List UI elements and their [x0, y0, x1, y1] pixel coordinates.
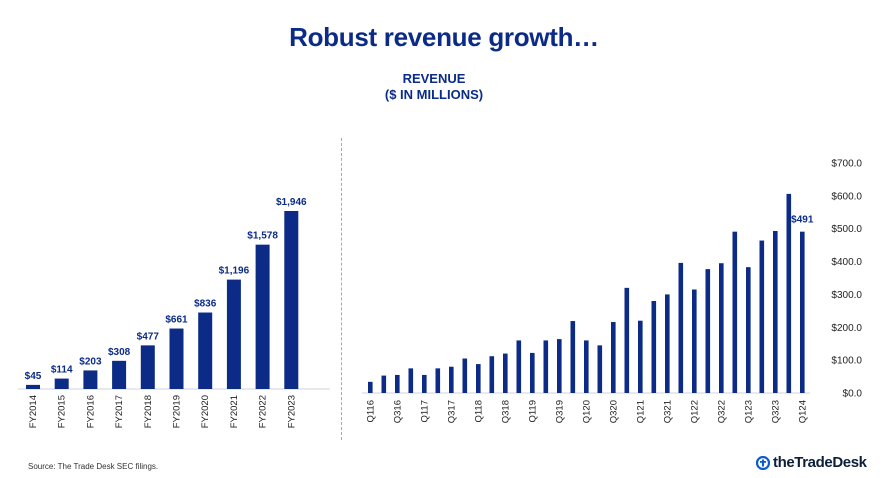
quarterly-tick-label: Q122: [689, 400, 700, 423]
quarterly-tick-label: Q318: [500, 400, 511, 423]
quarterly-bar-q418: [516, 340, 522, 393]
page-title: Robust revenue growth…: [289, 22, 599, 52]
quarterly-bar-q124: [800, 231, 805, 393]
quarterly-tick-label: Q118: [473, 400, 484, 423]
quarterly-tick-label: Q119: [527, 400, 538, 423]
annual-value-label: $477: [137, 331, 160, 342]
annual-tick-label: FY2016: [85, 395, 96, 428]
annual-value-label: $114: [51, 365, 73, 376]
annual-bar-fy2023: [284, 211, 299, 389]
annual-value-label: $836: [194, 299, 217, 310]
quarterly-ytick-label: $200.0: [831, 323, 862, 334]
quarterly-bar-q116: [368, 381, 373, 393]
quarterly-ytick-label: $300.0: [831, 290, 862, 301]
quarterly-ytick-label: $100.0: [831, 356, 862, 367]
quarterly-bar-q117: [422, 374, 427, 393]
annual-value-label: $308: [108, 347, 131, 358]
quarterly-bar-q222: [705, 269, 711, 393]
quarterly-ytick-label: $700.0: [831, 159, 862, 170]
annual-bar-fy2015: [54, 378, 69, 389]
quarterly-tick-label: Q321: [662, 400, 673, 423]
annual-tick-label: FY2019: [172, 395, 183, 428]
annual-tick-label: FY2015: [57, 395, 68, 428]
quarterly-bar-q316: [395, 374, 400, 393]
subtitle-line-2: ($ IN MILLIONS): [384, 87, 484, 102]
quarterly-bar-q321: [665, 294, 670, 393]
quarterly-ytick-label: $0.0: [843, 389, 863, 400]
annual-value-label: $1,578: [247, 231, 278, 242]
annual-value-label: $1,196: [219, 266, 250, 277]
annual-value-label: $45: [25, 371, 42, 382]
subtitle-line-1: REVENUE: [402, 71, 466, 86]
quarterly-bar-q120: [584, 340, 589, 393]
annual-bar-fy2022: [255, 244, 270, 389]
quarterly-bar-q219: [543, 340, 549, 393]
annual-tick-label: FY2017: [114, 395, 125, 428]
quarterly-bar-q220: [597, 345, 603, 393]
annual-tick-label: FY2021: [229, 395, 240, 428]
quarterly-tick-label: Q320: [608, 400, 619, 423]
quarterly-bar-q420: [624, 287, 630, 393]
source-note: Source: The Trade Desk SEC filings.: [28, 462, 159, 471]
quarterly-bar-q421: [678, 262, 684, 393]
quarterly-tick-label: Q123: [743, 400, 754, 423]
quarterly-bar-q319: [557, 339, 562, 393]
quarterly-bar-q123: [746, 267, 751, 393]
quarterly-bar-q118: [476, 364, 481, 393]
annual-bar-fy2017: [112, 360, 127, 389]
annual-bar-fy2020: [198, 312, 213, 389]
quarterly-bar-q416: [408, 368, 414, 393]
quarterly-bar-q122: [692, 289, 697, 393]
quarterly-last-value-label: $491: [791, 215, 814, 226]
quarterly-bar-q119: [530, 352, 535, 393]
quarterly-bar-q323: [773, 231, 778, 393]
annual-bar-fy2016: [83, 370, 98, 389]
logo-text: theTradeDesk: [773, 454, 867, 471]
annual-tick-label: FY2014: [28, 395, 39, 428]
annual-tick-label: FY2023: [286, 395, 297, 428]
quarterly-ytick-label: $400.0: [831, 257, 862, 268]
quarterly-bar-q422: [732, 231, 738, 393]
quarterly-tick-label: Q316: [392, 400, 403, 423]
chart-subtitle: REVENUE ($ IN MILLIONS): [0, 71, 868, 103]
quarterly-tick-label: Q319: [554, 400, 565, 423]
quarterly-bar-q317: [449, 366, 454, 393]
tradedesk-logo-icon: [756, 455, 770, 470]
annual-tick-label: FY2020: [200, 395, 211, 428]
company-logo: theTradeDesk: [756, 454, 867, 471]
quarterly-bar-q218: [489, 356, 495, 393]
quarterly-bar-q417: [462, 358, 468, 393]
quarterly-tick-label: Q116: [365, 400, 376, 423]
annual-bar-fy2014: [26, 384, 40, 389]
annual-bar-fy2018: [140, 345, 155, 389]
quarterly-tick-label: Q121: [635, 400, 646, 423]
quarterly-bar-q318: [503, 353, 508, 393]
quarterly-bar-q221: [651, 301, 657, 393]
quarterly-bar-q320: [611, 322, 616, 393]
quarterly-tick-label: Q124: [797, 400, 808, 423]
annual-value-label: $661: [165, 315, 188, 326]
quarterly-bar-q121: [638, 320, 643, 393]
quarterly-bar-q419: [570, 321, 576, 393]
quarterly-ytick-label: $500.0: [831, 224, 862, 235]
annual-value-label: $203: [79, 356, 102, 367]
quarterly-tick-label: Q117: [419, 400, 430, 423]
quarterly-tick-label: Q120: [581, 400, 592, 423]
annual-bar-fy2021: [226, 279, 241, 389]
quarterly-tick-label: Q317: [446, 400, 457, 423]
quarterly-bar-q223: [759, 240, 765, 393]
annual-bar-fy2019: [169, 328, 184, 389]
quarterly-bar-q217: [435, 368, 441, 393]
quarterly-ytick-label: $600.0: [831, 191, 862, 202]
annual-tick-label: FY2018: [143, 395, 154, 428]
annual-tick-label: FY2022: [258, 395, 269, 428]
quarterly-tick-label: Q323: [770, 400, 781, 423]
quarterly-bar-q216: [381, 375, 387, 393]
quarterly-tick-label: Q322: [716, 400, 727, 423]
quarterly-bar-q423: [786, 193, 792, 393]
quarterly-bar-q322: [719, 263, 724, 393]
annual-value-label: $1,946: [276, 197, 307, 208]
chart-divider: [341, 138, 342, 440]
